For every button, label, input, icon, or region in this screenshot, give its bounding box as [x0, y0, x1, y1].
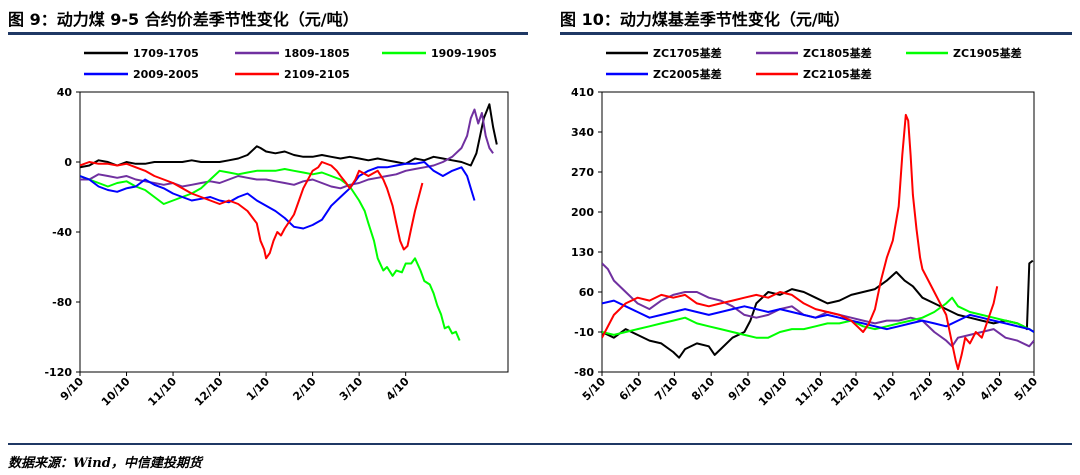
chart2-x-tick-label: 8/10	[689, 375, 718, 404]
data-source: 数据来源：Wind，中信建投期货	[8, 456, 202, 471]
chart2-legend-label: ZC2005基差	[653, 67, 722, 81]
chart1-series-line-2	[80, 108, 494, 190]
chart2-legend-label: ZC1805基差	[803, 46, 872, 60]
chart2-series-line-2	[602, 262, 1034, 348]
chart1-y-tick-label: 40	[57, 86, 73, 99]
chart2-x-tick-label: 4/10	[977, 375, 1006, 404]
chart2-y-tick-label: 130	[571, 246, 594, 259]
chart1-legend-label: 2009-2005	[133, 68, 199, 81]
chart2-y-tick-label: 340	[571, 126, 594, 139]
chart2-y-tick-label: -80	[574, 366, 594, 379]
chart2-y-tick-label: 410	[571, 86, 594, 99]
chart1-series-line-5	[80, 161, 424, 260]
chart2-series-line-4	[602, 299, 1034, 333]
chart1-x-tick-label: 12/10	[192, 375, 226, 409]
chart2-x-tick-label: 12/10	[828, 375, 862, 409]
chart1-y-tick-label: -40	[52, 226, 72, 239]
chart2-x-tick-label: 9/10	[726, 375, 755, 404]
chart2-plot-frame	[601, 91, 1035, 373]
chart1-series-line-4	[80, 161, 476, 230]
chart2-x-tick-label: 6/10	[617, 375, 646, 404]
chart1-legend-label: 1809-1805	[284, 47, 350, 60]
chart1-y-tick-label: 0	[64, 156, 72, 169]
chart2-x-tick-label: 1/10	[871, 375, 900, 404]
chart1-x-tick-label: 10/10	[99, 375, 133, 409]
chart1-x-tick-label: 2/10	[290, 375, 319, 404]
chart1-y-tick-label: -120	[44, 366, 72, 379]
chart1-x-tick-label: 1/10	[244, 375, 273, 404]
chart2-series-line-1	[602, 259, 1034, 359]
chart1-legend-label: 1909-1905	[431, 47, 497, 60]
chart1-legend-label: 2109-2105	[284, 68, 350, 81]
chart2-x-tick-label: 10/10	[756, 375, 790, 409]
left-chart-title: 图 9：动力煤 9-5 合约价差季节性变化（元/吨）	[8, 10, 359, 29]
chart2-y-tick-label: 60	[579, 286, 595, 299]
chart2-x-tick-label: 7/10	[652, 375, 681, 404]
chart1-plot-frame	[79, 91, 509, 373]
chart1-x-tick-label: 3/10	[337, 375, 366, 404]
chart1-series-line-3	[80, 168, 461, 341]
chart2-legend-label: ZC2105基差	[803, 67, 872, 81]
chart2-x-tick-label: 5/10	[1012, 375, 1041, 404]
chart1-legend-label: 1709-1705	[133, 47, 199, 60]
chart1-y-tick-label: -80	[52, 296, 72, 309]
left-title-rule	[8, 32, 528, 35]
chart2-x-tick-label: 2/10	[907, 375, 936, 404]
right-title-rule	[560, 32, 1072, 35]
basis-seasonal-chart: 410 340 270 200 130 60 -10 -80 5/10 6/10 7/10 8/10 9…	[571, 46, 1041, 409]
chart2-x-tick-label: 3/10	[941, 375, 970, 404]
chart2-x-tick-label: 11/10	[793, 375, 827, 409]
chart2-series-line-3	[602, 296, 1034, 339]
chart2-y-tick-label: -10	[574, 326, 594, 339]
chart2-legend-label: ZC1905基差	[953, 46, 1022, 60]
chart2-legend-label: ZC1705基差	[653, 46, 722, 60]
chart1-x-tick-label: 11/10	[145, 375, 179, 409]
chart1-series-line-1	[80, 103, 498, 169]
chart1-x-tick-label: 4/10	[384, 375, 413, 404]
chart2-y-tick-label: 270	[571, 166, 594, 179]
bottom-rule	[8, 443, 1072, 445]
chart2-series-line-5	[602, 113, 999, 371]
right-chart-title: 图 10：动力煤基差季节性变化（元/吨）	[560, 10, 850, 29]
chart2-y-tick-label: 200	[571, 206, 594, 219]
